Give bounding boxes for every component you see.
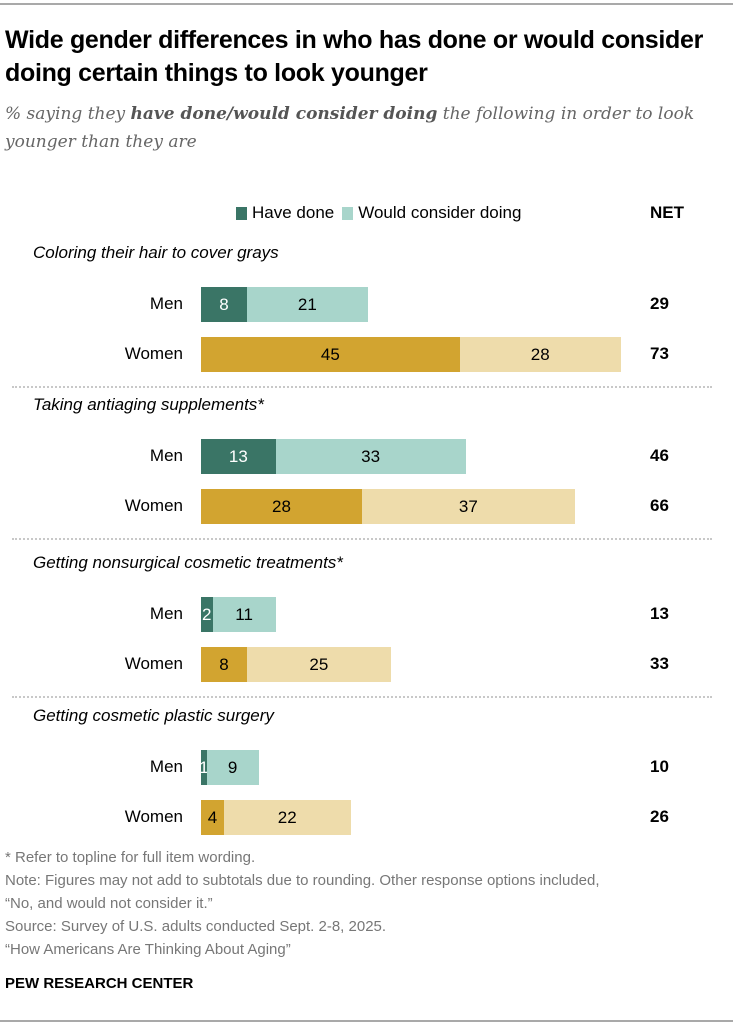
net-value: 13 bbox=[650, 604, 669, 623]
net-value: 66 bbox=[650, 496, 669, 515]
footnote: “No, and would not consider it.” bbox=[5, 895, 213, 912]
row-label: Women bbox=[124, 496, 183, 515]
row-label: Men bbox=[149, 757, 183, 776]
bar-would-consider: 33 bbox=[275, 439, 466, 474]
row-label: Men bbox=[149, 446, 183, 465]
net-value: 46 bbox=[650, 446, 669, 465]
net-value: 73 bbox=[650, 344, 669, 363]
legend-label-have-done: Have done bbox=[252, 203, 335, 222]
bar-have-done: 8 bbox=[201, 647, 247, 682]
row-label: Men bbox=[149, 294, 183, 313]
bar-would-consider: 9 bbox=[206, 750, 259, 785]
legend-label-would-consider: Would consider doing bbox=[358, 203, 522, 222]
row-label: Women bbox=[124, 344, 183, 363]
net-value: 26 bbox=[650, 807, 669, 826]
group-divider bbox=[12, 538, 712, 540]
bar-have-done: 1 bbox=[199, 750, 209, 785]
footnote: Source: Survey of U.S. adults conducted … bbox=[5, 918, 387, 935]
chart-subtitle: % saying they have done/would consider d… bbox=[5, 100, 730, 156]
legend-swatch-would-consider bbox=[342, 206, 354, 220]
footnote: * Refer to topline for full item wording… bbox=[5, 849, 256, 866]
pew-logo-text: PEW RESEARCH CENTER bbox=[5, 975, 194, 992]
bar-have-done: 45 bbox=[201, 337, 460, 372]
bar-would-consider: 28 bbox=[459, 337, 621, 372]
row-label: Women bbox=[124, 654, 183, 673]
bottom-rule bbox=[0, 1020, 733, 1022]
group-divider bbox=[12, 386, 712, 388]
chart-title: Wide gender differences in who has done … bbox=[5, 26, 704, 87]
legend: Have done Would consider doing bbox=[236, 203, 521, 223]
subtitle-pre: % saying they bbox=[5, 104, 131, 124]
bar-have-done: 2 bbox=[201, 597, 213, 632]
bar-would-consider: 11 bbox=[212, 597, 276, 632]
bar-would-consider: 25 bbox=[247, 647, 391, 682]
bar-have-done: 28 bbox=[201, 489, 362, 524]
group-divider bbox=[12, 696, 712, 698]
bar-would-consider: 37 bbox=[362, 489, 575, 524]
footnote: “How Americans Are Thinking About Aging” bbox=[5, 941, 291, 958]
footnote: Note: Figures may not add to subtotals d… bbox=[5, 872, 600, 889]
category-label: Getting nonsurgical cosmetic treatments* bbox=[33, 553, 343, 572]
bar-have-done: 13 bbox=[201, 439, 276, 474]
top-rule bbox=[0, 3, 733, 5]
legend-swatch-have-done bbox=[236, 206, 247, 220]
row-label: Men bbox=[149, 604, 183, 623]
subtitle-bold: have done/would consider doing bbox=[130, 104, 438, 124]
category-label: Coloring their hair to cover grays bbox=[33, 243, 279, 262]
category-label: Getting cosmetic plastic surgery bbox=[33, 706, 274, 725]
subtitle-post: the following in order to look younger t… bbox=[5, 104, 695, 152]
category-label: Taking antiaging supplements* bbox=[33, 395, 264, 414]
bar-have-done: 4 bbox=[201, 800, 224, 835]
net-value: 29 bbox=[650, 294, 669, 313]
net-value: 10 bbox=[650, 757, 669, 776]
bar-would-consider: 21 bbox=[247, 287, 368, 322]
bar-have-done: 8 bbox=[201, 287, 247, 322]
net-value: 33 bbox=[650, 654, 669, 673]
net-header: NET bbox=[650, 203, 684, 222]
bar-would-consider: 22 bbox=[224, 800, 351, 835]
row-label: Women bbox=[124, 807, 183, 826]
